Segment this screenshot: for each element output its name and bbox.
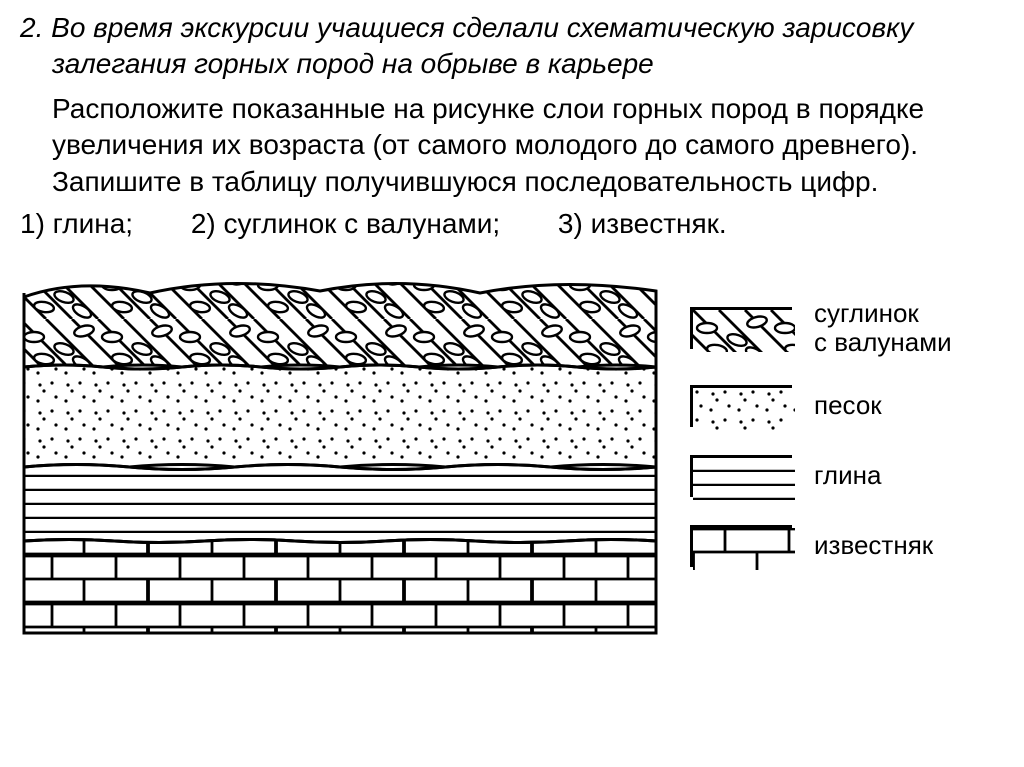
legend-row-sand: песок: [690, 385, 952, 427]
legend: суглинокс валунами песок глина известняк: [690, 267, 952, 637]
question-title: 2. Во время экскурсии учащиеся сделали с…: [20, 10, 1004, 83]
legend-label-loam: суглинокс валунами: [814, 299, 952, 356]
legend-swatch-clay: [690, 455, 792, 497]
legend-label-clay: глина: [814, 461, 881, 490]
legend-label-sand: песок: [814, 391, 882, 420]
question-options: 1) глина; 2) суглинок с валунами; 3) изв…: [20, 206, 1004, 242]
question-body: Расположите показанные на рисунке слои г…: [20, 91, 1004, 200]
legend-row-clay: глина: [690, 455, 952, 497]
legend-row-loam: суглинокс валунами: [690, 299, 952, 356]
legend-text-loam: суглинокс валунами: [814, 298, 952, 357]
legend-row-limestone: известняк: [690, 525, 952, 567]
option-3: 3) известняк.: [558, 208, 727, 239]
q-title-text: Во время экскурсии учащиеся сделали схем…: [51, 12, 913, 79]
legend-label-limestone: известняк: [814, 531, 933, 560]
option-1: 1) глина;: [20, 208, 133, 239]
diagram-area: суглинокс валунами песок глина известняк: [20, 267, 1004, 637]
q-number: 2.: [20, 12, 43, 43]
legend-swatch-sand: [690, 385, 792, 427]
legend-swatch-limestone: [690, 525, 792, 567]
option-2: 2) суглинок с валунами;: [191, 208, 500, 239]
cross-section: [20, 267, 660, 637]
legend-swatch-loam: [690, 307, 792, 349]
question-block: 2. Во время экскурсии учащиеся сделали с…: [20, 10, 1004, 242]
cross-section-svg: [20, 267, 660, 637]
